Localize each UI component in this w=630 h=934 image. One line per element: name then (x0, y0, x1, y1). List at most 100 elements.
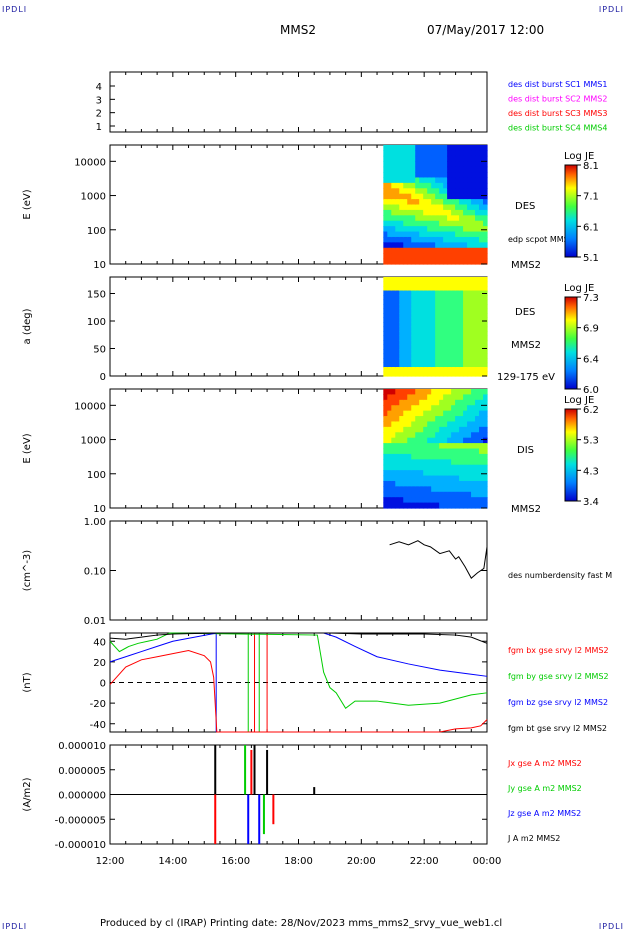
dis-energy-cell (395, 389, 400, 396)
dis-energy-cell (423, 432, 428, 439)
des-energy-colorbar-label: 5.1 (583, 253, 599, 264)
des-pitch-cell (415, 304, 420, 310)
des-pitch-cell (459, 340, 464, 346)
des-energy-cell (459, 236, 464, 243)
dis-energy-cell (415, 497, 420, 504)
dis-energy-cell (443, 470, 448, 477)
des-pitch-cell (411, 277, 416, 283)
dis-energy-cell (475, 470, 480, 477)
des-energy-cell (447, 253, 452, 260)
des-pitch-cell (383, 353, 388, 359)
dis-energy-cell (459, 399, 464, 406)
des-energy-cell (415, 236, 420, 243)
des-pitch-cell (403, 340, 408, 346)
dis-energy-cell (391, 459, 396, 466)
des-pitch-cell (479, 286, 484, 292)
des-pitch-cell (427, 317, 432, 323)
des-pitch-cell (391, 322, 396, 328)
des-energy-instrument-label: DES (515, 201, 535, 212)
dis-energy-cell (399, 470, 404, 477)
des-energy-cell (419, 231, 424, 238)
des-pitch-cell (399, 367, 404, 373)
dis-energy-cell (435, 389, 440, 396)
des-pitch-cell (475, 322, 480, 328)
des-energy-cell (403, 226, 408, 233)
des-pitch-cell (447, 344, 452, 350)
dis-energy-cell (419, 502, 424, 509)
des-pitch-cell (443, 353, 448, 359)
des-energy-cell (395, 150, 400, 157)
des-pitch-cell (451, 308, 456, 314)
dis-energy-cell (439, 502, 444, 509)
des-pitch-cell (411, 295, 416, 301)
des-pitch-cell (411, 326, 416, 332)
dis-energy-cell (391, 410, 396, 417)
des-energy-cell (411, 247, 416, 254)
des-energy-cell (415, 150, 420, 157)
des-pitch-cell (447, 299, 452, 305)
des-pitch-cell (435, 335, 440, 341)
des-pitch-cell (475, 317, 480, 323)
des-pitch-cell (387, 286, 392, 292)
dis-energy-cell (479, 464, 484, 471)
des-energy-cell (419, 204, 424, 211)
dis-energy-cell (467, 432, 472, 439)
des-pitch-cell (391, 362, 396, 368)
dis-energy-cell (451, 399, 456, 406)
des-pitch-cell (439, 290, 444, 296)
dis-energy-cell (479, 437, 484, 444)
dis-energy-cell (403, 399, 408, 406)
des-energy-cell (435, 253, 440, 260)
des-energy-cell (475, 161, 480, 168)
dis-energy-cell (423, 486, 428, 493)
des-pitch-cell (395, 317, 400, 323)
des-energy-cell (387, 231, 392, 238)
des-pitch-cell (419, 308, 424, 314)
des-pitch-colorbar-label: 6.4 (583, 354, 599, 365)
des-energy-cell (383, 150, 388, 157)
des-energy-cell (459, 247, 464, 254)
des-pitch-cell (383, 304, 388, 310)
des-pitch-cell (391, 277, 396, 283)
des-energy-cell (383, 253, 388, 260)
dis-energy-cell (435, 405, 440, 412)
dis-energy-cell (479, 480, 484, 487)
des-pitch-cell (467, 322, 472, 328)
dis-energy-cell (483, 432, 488, 439)
des-pitch-cell (483, 277, 488, 283)
dis-energy-cell (451, 453, 456, 460)
des-energy-cell (399, 242, 404, 249)
des-pitch-cell (475, 295, 480, 301)
des-energy-cell (383, 161, 388, 168)
des-energy-cell (459, 161, 464, 168)
des-energy-cell (447, 209, 452, 216)
dis-energy-cell (387, 389, 392, 396)
des-energy-cell (399, 226, 404, 233)
dis-energy-cell (423, 497, 428, 504)
des-pitch-cell (407, 304, 412, 310)
des-energy-cell (411, 231, 416, 238)
des-energy-cell (483, 215, 488, 222)
dis-energy-cell (431, 432, 436, 439)
des-energy-cell (391, 220, 396, 227)
dis-energy-cell (391, 426, 396, 433)
des-pitch-cell (475, 299, 480, 305)
des-energy-cell (467, 182, 472, 189)
des-energy-cell (403, 177, 408, 184)
des-pitch-cell (451, 304, 456, 310)
des-energy-ytick-label: 10 (93, 260, 106, 271)
dis-energy-cell (419, 459, 424, 466)
density-series-line (389, 540, 488, 579)
des-pitch-cell (467, 362, 472, 368)
current-series-label: J A m2 MMS2 (507, 834, 560, 843)
des-energy-cell (411, 204, 416, 211)
des-energy-cell (447, 188, 452, 195)
des-energy-cell (411, 215, 416, 222)
des-pitch-cell (423, 340, 428, 346)
dis-energy-cell (431, 502, 436, 509)
des-pitch-cell (443, 286, 448, 292)
des-energy-cell (443, 242, 448, 249)
des-pitch-cell (427, 344, 432, 350)
dis-energy-cell (391, 421, 396, 428)
des-pitch-cell (411, 331, 416, 337)
